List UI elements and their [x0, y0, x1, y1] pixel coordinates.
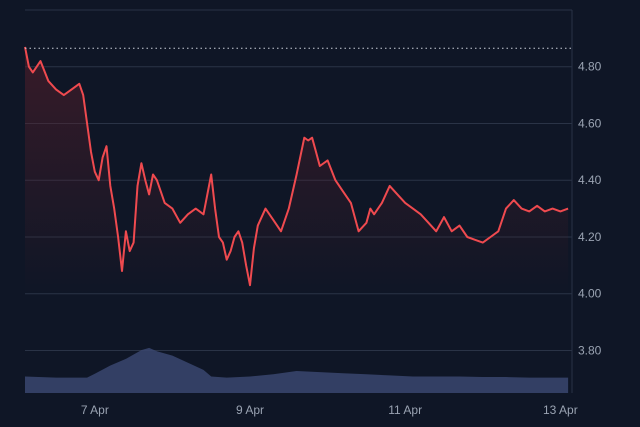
price-line — [24, 46, 569, 287]
y-tick-label: 4.00 — [578, 287, 602, 301]
y-tick-label: 4.40 — [578, 173, 602, 187]
price-area-fill — [25, 46, 569, 294]
y-tick-label: 4.60 — [578, 116, 602, 130]
price-area — [25, 46, 569, 294]
x-tick-label: 13 Apr — [543, 403, 578, 417]
price-series-line — [24, 46, 569, 287]
y-tick-label: 4.20 — [578, 230, 602, 244]
y-tick-label: 3.80 — [578, 343, 602, 357]
y-axis: 4.80 4.60 4.40 4.20 4.00 3.80 — [578, 60, 602, 358]
y-tick-label: 4.80 — [578, 60, 602, 74]
volume-fill — [25, 347, 569, 393]
x-tick-label: 11 Apr — [388, 403, 422, 417]
volume-area — [25, 347, 569, 393]
x-tick-label: 9 Apr — [236, 403, 264, 417]
x-axis: 7 Apr 9 Apr 11 Apr 13 Apr — [81, 403, 578, 417]
x-tick-label: 7 Apr — [81, 403, 109, 417]
